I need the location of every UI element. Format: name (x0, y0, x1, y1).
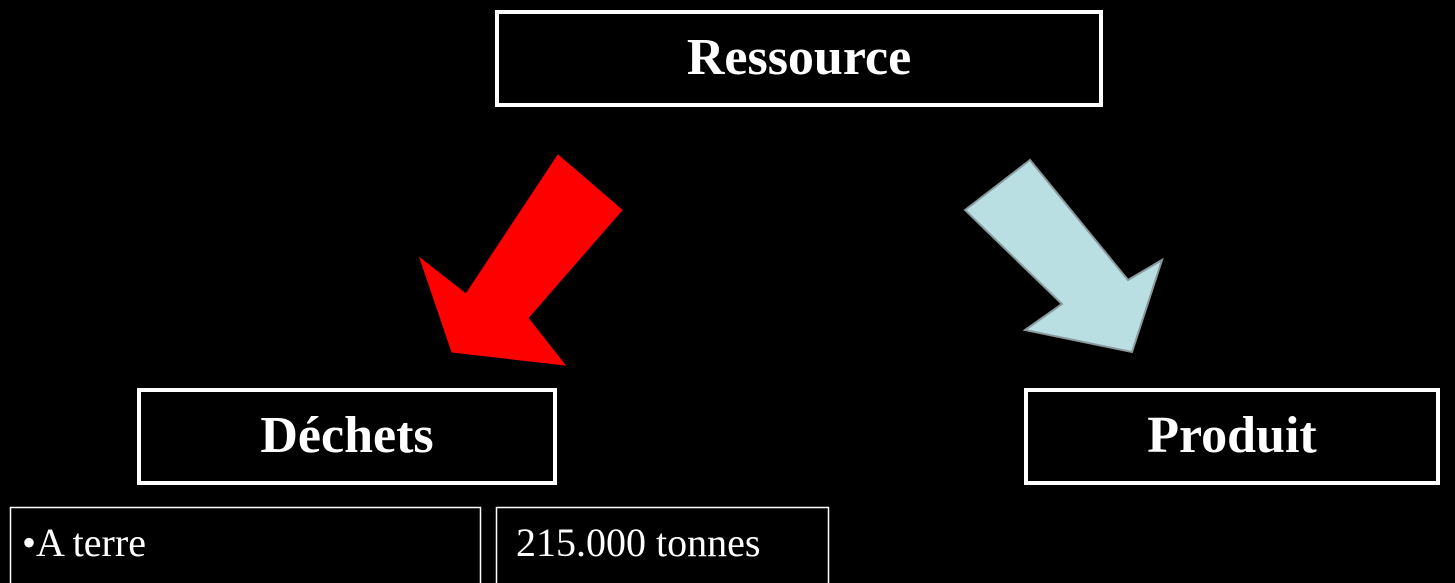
detail-box (9, 506, 482, 583)
detail-text: •A terre (22, 520, 146, 565)
node-label: Déchets (260, 407, 433, 464)
node-box (1024, 388, 1440, 485)
arrow (418, 154, 623, 366)
node-label: Ressource (687, 29, 911, 86)
node-label: Produit (1147, 407, 1317, 464)
arrow (963, 158, 1164, 354)
node-box (495, 10, 1103, 107)
detail-box (495, 506, 830, 583)
detail-text: 215.000 tonnes (516, 520, 760, 565)
node-box (137, 388, 557, 485)
